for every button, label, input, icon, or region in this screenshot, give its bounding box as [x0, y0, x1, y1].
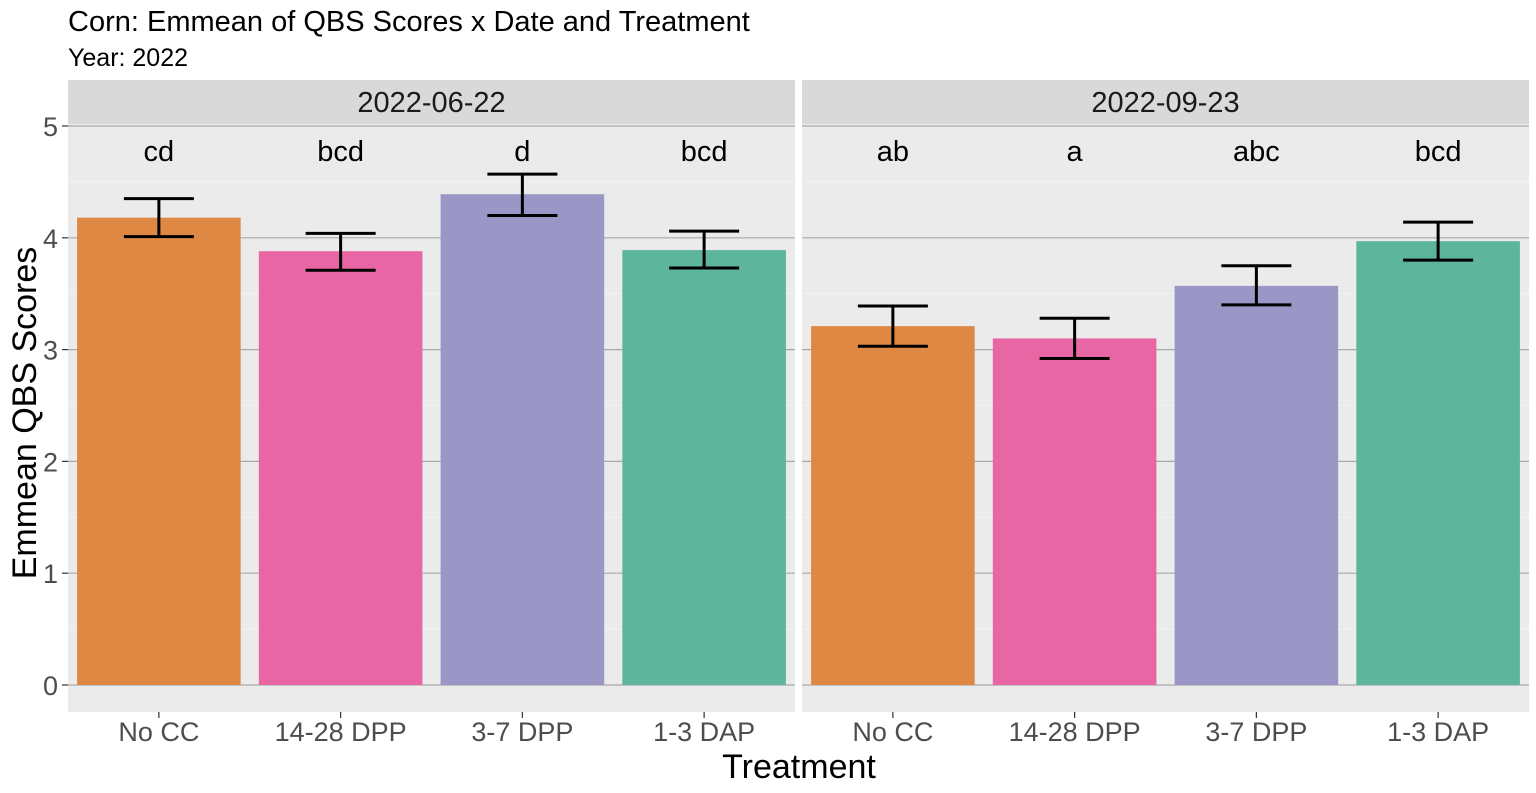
y-tick-label: 3 [43, 336, 58, 366]
y-tick-label: 5 [43, 112, 58, 142]
x-tick-label: No CC [852, 717, 933, 747]
y-axis-title: Emmean QBS Scores [6, 247, 44, 580]
chart-subtitle: Year: 2022 [68, 44, 188, 72]
error-bar [487, 172, 558, 217]
error-bar [1221, 264, 1292, 307]
significance-letter: bcd [317, 136, 364, 168]
error-bar [123, 197, 194, 239]
significance-letter: abc [1233, 136, 1280, 168]
error-bar [669, 229, 740, 270]
x-tick-label: 14-28 DPP [275, 717, 407, 747]
significance-letter: ab [877, 136, 909, 168]
facet-panel-2: 2022-09-23 ab No CC a 14-28 DPP abc 3-7 DPP bcd… [802, 80, 1529, 747]
bar [811, 326, 975, 685]
x-tick-label: No CC [118, 717, 199, 747]
facet-panel-1: 2022-06-22 cd No CC bcd 14-28 DPP d 3-7 DPP bcd… [68, 80, 795, 747]
significance-letter: bcd [1415, 136, 1462, 168]
error-bar [1403, 220, 1474, 262]
facet-strip [802, 80, 1529, 124]
error-bar [857, 304, 928, 348]
x-axis-title: Treatment [722, 748, 876, 786]
y-tick-label: 0 [43, 671, 58, 701]
x-tick-label: 3-7 DPP [471, 717, 573, 747]
significance-letter: bcd [681, 136, 728, 168]
significance-letter: cd [144, 136, 175, 168]
bar [1356, 241, 1520, 686]
significance-letter: a [1067, 136, 1084, 168]
bar [440, 194, 605, 685]
bar [992, 338, 1157, 685]
y-axis: 0 1 2 3 4 5 [43, 112, 68, 701]
facet-strip [68, 80, 795, 124]
x-tick-label: 1-3 DAP [1387, 717, 1489, 747]
y-tick-label: 1 [43, 559, 58, 589]
x-tick-label: 3-7 DPP [1205, 717, 1307, 747]
y-tick-label: 4 [43, 224, 58, 254]
facet-strip-label: 2022-06-22 [357, 87, 505, 119]
chart-title: Corn: Emmean of QBS Scores x Date and Tr… [68, 6, 750, 38]
x-tick-label: 1-3 DAP [653, 717, 755, 747]
bar [622, 250, 786, 685]
bar [1174, 285, 1339, 685]
significance-letter: d [514, 136, 530, 168]
y-tick-label: 2 [43, 447, 58, 477]
bar [77, 217, 241, 685]
error-bar [305, 231, 376, 272]
x-tick-label: 14-28 DPP [1009, 717, 1141, 747]
error-bar [1039, 316, 1110, 361]
bar [258, 251, 423, 685]
facet-strip-label: 2022-09-23 [1091, 87, 1239, 119]
